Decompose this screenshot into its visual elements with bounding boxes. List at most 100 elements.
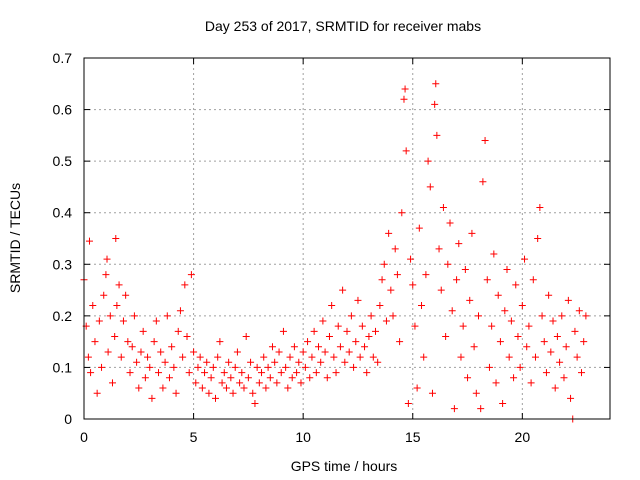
data-point xyxy=(242,332,250,340)
data-point xyxy=(301,363,309,371)
data-point xyxy=(187,271,195,279)
data-point xyxy=(157,348,165,356)
data-point xyxy=(398,209,406,217)
data-point xyxy=(179,353,187,361)
data-point xyxy=(299,348,307,356)
data-point xyxy=(413,384,421,392)
data-point xyxy=(93,389,101,397)
data-point xyxy=(260,353,268,361)
data-point xyxy=(212,394,219,402)
x-tick-labels: 0 5 10 15 20 xyxy=(80,429,530,445)
data-point xyxy=(428,389,436,397)
data-point xyxy=(582,312,590,320)
data-point xyxy=(529,276,537,284)
data-point xyxy=(573,353,581,361)
data-point xyxy=(229,389,237,397)
data-point xyxy=(122,291,130,299)
data-point xyxy=(148,394,156,402)
data-point xyxy=(205,389,213,397)
data-point xyxy=(203,358,211,366)
data-point xyxy=(479,178,487,186)
data-point xyxy=(106,312,114,320)
data-point xyxy=(391,245,399,253)
data-point xyxy=(420,353,428,361)
data-point xyxy=(271,358,279,366)
data-point xyxy=(181,281,189,289)
data-point xyxy=(207,374,215,382)
data-point xyxy=(567,394,575,402)
axis-ticks xyxy=(83,57,610,420)
data-point xyxy=(424,157,432,165)
data-point xyxy=(556,358,564,366)
data-point xyxy=(578,369,586,377)
data-point xyxy=(100,291,108,299)
data-point xyxy=(137,348,145,356)
data-point xyxy=(284,384,292,392)
data-point xyxy=(319,317,327,325)
data-point xyxy=(266,374,274,382)
data-point xyxy=(432,80,440,88)
data-point xyxy=(95,317,103,325)
data-point xyxy=(490,250,498,258)
data-point xyxy=(98,363,106,371)
data-point xyxy=(404,400,412,408)
data-point xyxy=(174,327,182,335)
y-tick-label: 0 xyxy=(64,411,72,427)
data-point xyxy=(374,358,382,366)
data-point xyxy=(538,312,546,320)
data-point xyxy=(494,291,502,299)
data-point xyxy=(196,353,204,361)
data-point xyxy=(455,240,463,248)
data-point xyxy=(393,271,401,279)
data-point xyxy=(433,131,441,139)
data-point xyxy=(468,229,476,237)
data-point xyxy=(113,302,121,310)
data-point xyxy=(418,302,426,310)
data-point xyxy=(251,400,259,408)
data-point xyxy=(488,322,496,330)
data-point xyxy=(277,369,285,377)
y-tick-labels: 0 0.1 0.2 0.3 0.4 0.5 0.6 0.7 xyxy=(53,50,73,427)
data-point xyxy=(444,260,452,268)
data-point xyxy=(475,312,482,320)
data-point xyxy=(141,374,149,382)
data-point xyxy=(238,369,246,377)
data-point xyxy=(315,343,323,351)
data-point xyxy=(461,265,469,273)
data-point xyxy=(534,235,542,242)
data-point xyxy=(139,327,147,335)
data-point xyxy=(512,281,520,289)
data-point xyxy=(144,353,152,361)
data-point xyxy=(389,312,397,320)
data-point xyxy=(409,281,417,289)
data-point xyxy=(492,379,500,387)
data-point xyxy=(457,353,465,361)
data-point xyxy=(516,363,524,371)
grid xyxy=(84,58,610,419)
data-point xyxy=(233,348,241,356)
data-point xyxy=(323,374,331,382)
data-point xyxy=(356,353,364,361)
data-point xyxy=(328,302,336,310)
data-point xyxy=(225,358,233,366)
data-point xyxy=(172,389,180,397)
data-point xyxy=(295,358,303,366)
data-point xyxy=(507,317,515,325)
data-point xyxy=(549,317,557,325)
data-point xyxy=(352,338,360,346)
data-point xyxy=(345,348,353,356)
data-point xyxy=(117,353,125,361)
data-point xyxy=(542,369,550,377)
data-point xyxy=(286,353,294,361)
data-point xyxy=(485,363,493,371)
data-point xyxy=(545,291,553,299)
data-point xyxy=(472,389,480,397)
data-point xyxy=(102,271,110,279)
data-point xyxy=(376,302,384,310)
data-point xyxy=(288,374,296,382)
data-point xyxy=(321,348,329,356)
data-point xyxy=(216,338,224,346)
data-point xyxy=(168,343,176,351)
y-axis-title: SRMTID / TECUs xyxy=(7,183,23,293)
